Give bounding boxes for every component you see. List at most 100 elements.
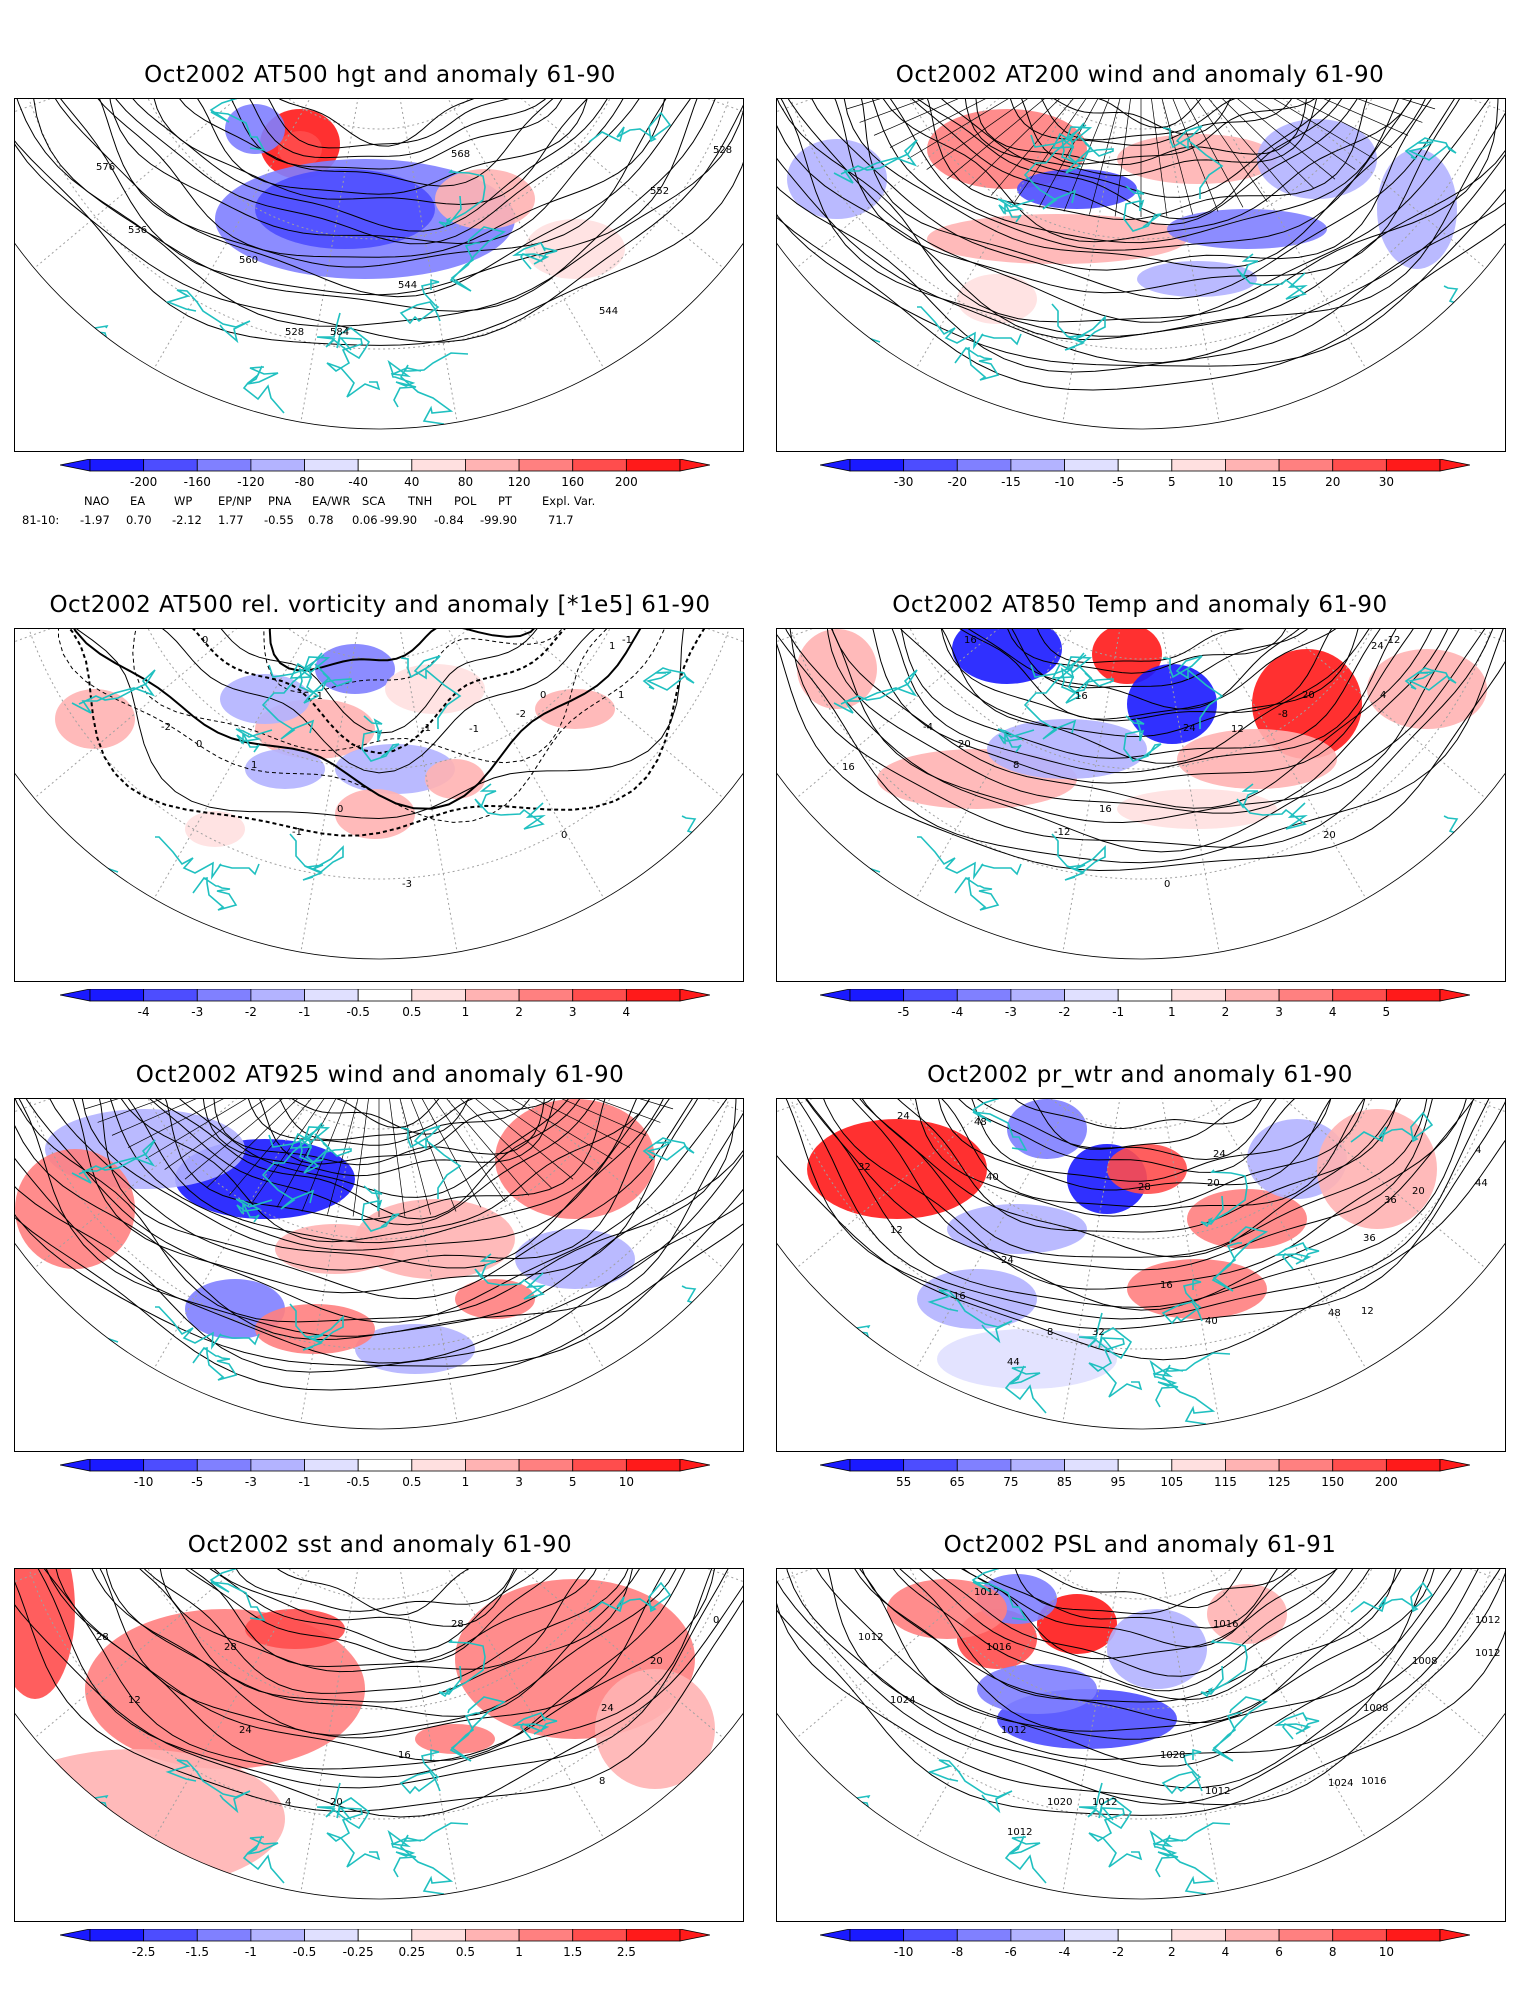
colorbar-tick-label: 55: [895, 1475, 912, 1489]
longitude-gridline: [777, 629, 1142, 664]
contour-label: 0: [202, 635, 208, 646]
colorbar-segment: [357, 1929, 413, 1942]
anomaly-shade: [335, 789, 415, 839]
panel-title: Oct2002 AT200 wind and anomaly 61-90: [895, 62, 1385, 88]
colorbar-segment: [304, 1929, 359, 1942]
coastline: [56, 324, 110, 366]
colorbar-tick-label: -0.25: [342, 1945, 374, 1959]
colorbar-segment: [465, 1459, 520, 1472]
contour-label: 28: [451, 1619, 464, 1630]
colorbar-segment: [1225, 459, 1280, 472]
colorbar-segment: [1385, 459, 1441, 472]
coastline: [235, 728, 273, 753]
longitude-gridline: [1140, 99, 1367, 369]
colorbar-segment: [1010, 989, 1065, 1002]
contour-line: [116, 629, 642, 755]
contour-label: 568: [451, 149, 470, 160]
colorbar-segment: [1385, 1459, 1441, 1472]
coastline: [227, 1880, 257, 1899]
tele-header: TNH: [408, 494, 433, 508]
colorbar-tick-label: 3: [568, 1005, 577, 1019]
coastline: [997, 728, 1035, 753]
contour-line: [95, 629, 664, 774]
contour-line: [952, 1569, 1322, 1615]
colorbar-tick-label: 65: [949, 1475, 965, 1489]
contour-label: 16: [842, 762, 855, 773]
contour-line: [777, 1099, 1505, 1320]
contour-line: [811, 1569, 1461, 1740]
contour-label: 12: [1361, 1306, 1374, 1317]
streamline: [378, 1099, 431, 1215]
streamline: [36, 1099, 735, 1300]
colorbar-segment: [572, 989, 627, 1002]
colorbar-tick-label: 1: [1167, 1005, 1176, 1019]
coastline: [1236, 783, 1308, 830]
streamline: [1140, 99, 1409, 136]
colorbar-segment: [357, 1459, 413, 1472]
contour-label: 40: [986, 1172, 999, 1183]
colorbar-segment: [1278, 989, 1334, 1002]
colorbar-segment: [1332, 989, 1387, 1002]
tele-value: 1.77: [218, 513, 244, 527]
colorbar-tick-label: 85: [1056, 1475, 1073, 1489]
map: -12 -12 -8 -4 0 4 8 12 16 16 20 20 24 24 16 20 16: [777, 629, 1505, 960]
contour-line: [800, 1569, 1493, 1767]
longitude-gridline: [153, 1569, 380, 1839]
streamline: [1038, 99, 1142, 208]
contour-label: 536: [128, 225, 147, 236]
anomaly-shade: [255, 1304, 375, 1354]
colorbar-segment: [572, 1929, 627, 1942]
panel-title: Oct2002 PSL and anomaly 61-91: [943, 1532, 1337, 1558]
colorbar-segment: [1332, 1459, 1387, 1472]
colorbar-segment: [1064, 1459, 1119, 1472]
contour-label: 36: [1363, 1233, 1376, 1244]
tele-value: -0.84: [434, 513, 464, 527]
contour-line: [197, 629, 543, 672]
colorbar-segment: [903, 989, 958, 1002]
colorbar-arrow-right: [1439, 1929, 1470, 1942]
colorbar-tick-label: 3: [515, 1475, 523, 1489]
colorbar-arrow-right: [679, 459, 710, 472]
coastline: [1060, 652, 1114, 693]
streamline: [145, 1099, 380, 1160]
colorbar-svg: [60, 989, 710, 1002]
coastline: [1078, 1312, 1133, 1360]
latitude-gridline: [228, 629, 530, 660]
colorbar-tick-label: 4: [1221, 1945, 1230, 1959]
streamline: [863, 99, 1405, 221]
streamline: [276, 1099, 380, 1208]
tele-header: EA: [130, 494, 146, 508]
colorbar-segment: [1278, 1459, 1334, 1472]
contour-line: [938, 629, 1336, 689]
contour-line: [777, 1569, 1505, 1806]
streamline: [777, 99, 1505, 391]
colorbar-tick-label: -2.5: [131, 1945, 156, 1959]
longitude-gridline: [1140, 99, 1505, 134]
coastline: [235, 1198, 273, 1223]
streamline: [777, 99, 1505, 323]
coastline: [298, 1122, 352, 1163]
colorbar-tick-label: 200: [1374, 1475, 1398, 1489]
contour-label: 1024: [890, 1695, 915, 1706]
colorbar-segment: [1225, 989, 1280, 1002]
longitude-gridline: [378, 629, 743, 664]
coastline: [399, 1748, 441, 1795]
contour-label: 4: [1380, 690, 1386, 701]
panel-title: Oct2002 AT850 Temp and anomaly 61-90: [892, 592, 1388, 618]
contour-label: 8: [1047, 1327, 1053, 1338]
contour-label: 1: [609, 641, 615, 652]
contour-line: [168, 1569, 607, 1652]
colorbar-tick-label: 105: [1160, 1475, 1184, 1489]
latitude-gridline: [15, 629, 743, 880]
colorbar-tick-label: 2: [515, 1005, 523, 1019]
contour-label: 12: [1231, 724, 1244, 735]
map: 0 4 8 12 16 20 24 28 28 20 24 28: [15, 1569, 743, 1900]
coastline: [588, 111, 672, 143]
colorbar-tick-label: 150: [1321, 1475, 1345, 1489]
streamline: [15, 1099, 743, 1337]
colorbar-tick-label: 0.5: [455, 1945, 475, 1959]
colorbar-segment: [411, 459, 466, 472]
anomaly-shade: [278, 131, 322, 167]
anomaly-shade: [595, 1669, 715, 1789]
coastline: [927, 1289, 1013, 1344]
